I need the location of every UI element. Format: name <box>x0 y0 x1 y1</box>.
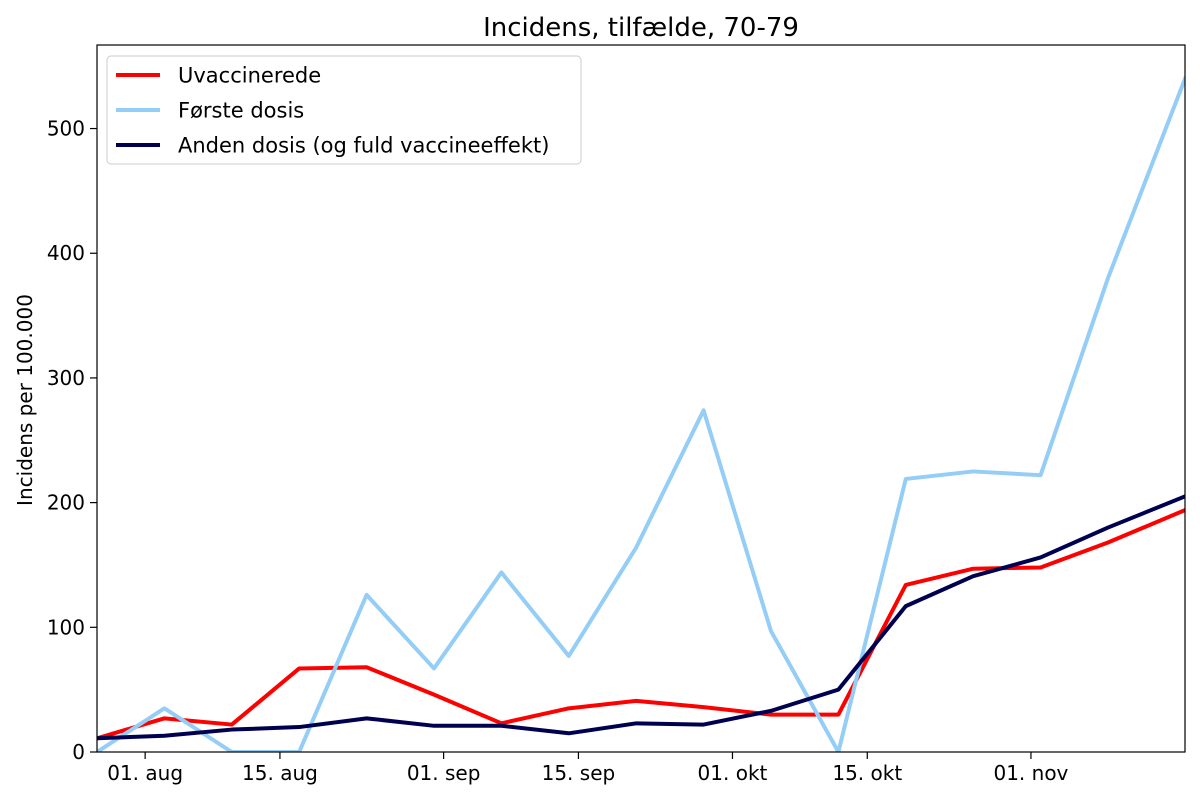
legend: Uvaccinerede Første dosis Anden dosis (og … <box>106 55 582 165</box>
plot-area <box>97 76 1185 752</box>
chart-title: Incidens, tilfælde, 70-79 <box>483 13 799 43</box>
series-line-3 <box>97 494 1185 741</box>
x-tick-label: 15. okt <box>832 761 902 785</box>
series-line-2 <box>97 76 1185 752</box>
y-tick-label: 400 <box>47 241 85 265</box>
y-axis-label: Incidens per 100.000 <box>13 294 37 506</box>
x-tick-label: 01. nov <box>993 761 1068 785</box>
x-tick-label: 15. sep <box>542 761 616 785</box>
y-tick-label: 300 <box>47 366 85 390</box>
plot-frame <box>96 44 1186 753</box>
series-line-1 <box>97 507 1185 741</box>
legend-box <box>106 55 582 165</box>
x-tick-label: 01. okt <box>698 761 768 785</box>
axes: 0 100 200 300 400 500 01. aug 15. aug 01. sep 15.… <box>47 44 1186 785</box>
y-tick-label: 0 <box>72 740 85 764</box>
y-tick-label: 500 <box>47 117 85 141</box>
x-tick-label: 15. aug <box>242 761 318 785</box>
legend-label-2: Første dosis <box>178 99 304 123</box>
y-tick-label: 100 <box>47 615 85 639</box>
legend-label-1: Uvaccinerede <box>178 64 321 88</box>
x-tick-label: 01. sep <box>407 761 481 785</box>
x-tick-label: 01. aug <box>107 761 183 785</box>
legend-label-3: Anden dosis (og fuld vaccineeffekt) <box>178 134 549 158</box>
y-tick-label: 200 <box>47 491 85 515</box>
